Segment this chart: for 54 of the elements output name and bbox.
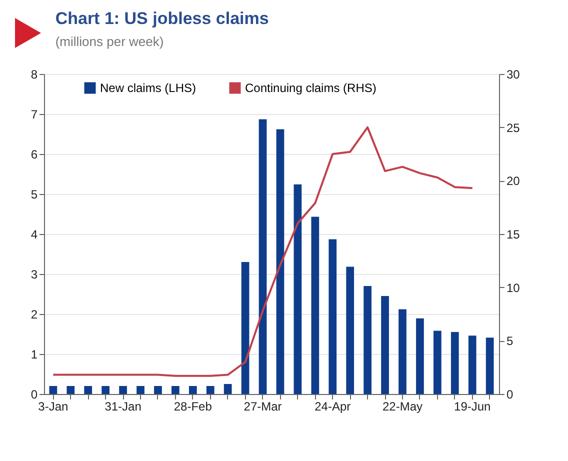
x-tick-label: 28-Feb xyxy=(174,400,212,414)
bar xyxy=(224,384,232,394)
x-tick-label: 22-May xyxy=(382,400,423,414)
bar xyxy=(276,129,284,394)
bar xyxy=(49,386,58,394)
bar xyxy=(154,386,162,394)
bar xyxy=(416,318,424,394)
chart-title: Chart 1: US jobless claims xyxy=(55,9,269,28)
bar xyxy=(188,386,197,394)
bar xyxy=(434,330,442,394)
bar xyxy=(486,338,494,394)
y2-tick-label: 0 xyxy=(506,388,514,402)
y2-tick-label: 30 xyxy=(506,68,520,82)
bar xyxy=(172,386,180,394)
x-tick-label: 31-Jan xyxy=(104,400,142,414)
y-tick-label: 2 xyxy=(30,308,38,322)
y-tick-label: 0 xyxy=(30,388,38,402)
y-tick-label: 6 xyxy=(30,148,38,162)
bar xyxy=(258,119,267,394)
bar xyxy=(328,239,337,394)
line-series xyxy=(52,126,474,377)
bar xyxy=(119,386,127,394)
legend-label: Continuing claims (RHS) xyxy=(245,81,376,95)
x-tick-label: 19-Jun xyxy=(454,400,491,414)
bar xyxy=(311,216,320,394)
bar xyxy=(206,386,214,394)
x-tick-label: 24-Apr xyxy=(314,400,351,414)
y2-tick-label: 5 xyxy=(506,334,514,348)
y2-tick-label: 25 xyxy=(506,120,520,135)
y-tick-label: 5 xyxy=(30,188,38,202)
y-tick-label: 1 xyxy=(30,348,38,362)
y-tick-label: 3 xyxy=(30,268,38,282)
bar xyxy=(294,184,302,394)
bar xyxy=(364,286,372,394)
bar xyxy=(381,296,389,394)
bar xyxy=(346,266,354,394)
bar xyxy=(241,262,250,394)
bar xyxy=(136,386,144,394)
bar xyxy=(84,386,92,394)
bar xyxy=(102,386,110,394)
bar xyxy=(450,332,459,394)
y2-tick-label: 20 xyxy=(506,174,520,188)
legend-label: New claims (LHS) xyxy=(100,81,196,95)
bar xyxy=(468,336,476,394)
x-tick-label: 27-Mar xyxy=(244,400,282,414)
y2-tick-label: 15 xyxy=(506,228,520,242)
bar xyxy=(66,386,75,394)
bar xyxy=(398,309,406,394)
x-tick-label: 3-Jan xyxy=(38,400,68,414)
y2-tick-label: 10 xyxy=(506,280,520,295)
chart-subtitle: (millions per week) xyxy=(55,34,164,49)
y-tick-label: 4 xyxy=(30,228,38,242)
y-tick-label: 8 xyxy=(30,68,38,82)
y-tick-label: 7 xyxy=(30,108,38,122)
